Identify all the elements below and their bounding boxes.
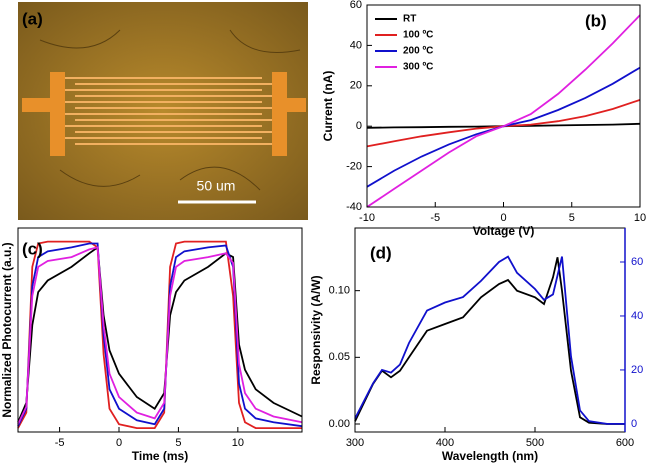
series-line — [17, 240, 302, 429]
legend-label: 300 ºC — [403, 62, 433, 73]
series-line — [366, 99, 641, 148]
cracks — [39, 29, 301, 191]
y-tick-label: 20 — [350, 80, 362, 92]
panel-label: (d) — [370, 243, 392, 262]
left-pad — [50, 72, 65, 156]
x-tick-label: 400 — [436, 437, 454, 449]
y-tick-label: 60 — [350, 0, 362, 11]
y-tick-label: -40 — [346, 201, 362, 213]
micrograph-background — [18, 2, 308, 220]
y-axis-label: Normalized Photocurrent (a.u.) — [0, 242, 14, 417]
x-tick-label: 300 — [346, 437, 364, 449]
legend-label: 200 ºC — [403, 46, 433, 57]
right-pad — [272, 72, 287, 156]
series-line — [17, 242, 303, 428]
plot-frame — [366, 4, 641, 208]
x-axis-label: Wavelength (nm) — [442, 449, 538, 463]
series-line — [17, 245, 303, 423]
micrograph: 50 um (a) — [18, 2, 308, 220]
series-line — [366, 14, 641, 208]
x-tick-label: 5 — [175, 437, 181, 449]
y2-tick-label: 60 — [631, 256, 643, 268]
y2-tick-label: 40 — [631, 310, 643, 322]
series-line — [354, 255, 625, 425]
y-tick-label: 40 — [350, 39, 362, 51]
y2-tick-label: 0 — [631, 418, 637, 430]
plot-frame — [17, 227, 303, 433]
y-tick-label: 0.05 — [329, 351, 350, 363]
x-tick-label: 0 — [500, 212, 506, 224]
y-tick-label: 0 — [356, 120, 362, 132]
y-tick-label: 0.10 — [329, 285, 350, 297]
x-tick-label: 600 — [616, 437, 634, 449]
right-tab — [285, 98, 306, 112]
y-axis-label: Responsivity (A/W) — [309, 275, 323, 384]
x-tick-label: -10 — [359, 212, 375, 224]
left-tab — [22, 98, 52, 112]
scale-bar-label: 50 um — [197, 178, 236, 194]
y-axis-label: Current (nA) — [321, 71, 335, 142]
x-tick-label: 5 — [569, 212, 575, 224]
x-tick-label: 0 — [116, 437, 122, 449]
y-tick-label: 0.00 — [329, 418, 350, 430]
x-tick-label: 10 — [634, 212, 646, 224]
panel-label: (b) — [585, 11, 607, 30]
y-tick-label: -20 — [346, 161, 362, 173]
y2-tick-label: 20 — [631, 364, 643, 376]
x-tick-label: 10 — [232, 437, 244, 449]
x-axis-label: Voltage (V) — [473, 224, 535, 238]
panel-label: (c) — [22, 239, 43, 258]
series-line — [354, 257, 625, 425]
fingers — [65, 77, 272, 145]
x-tick-label: -5 — [55, 437, 65, 449]
legend-label: RT — [403, 14, 416, 25]
legend-label: 100 ºC — [403, 30, 433, 41]
x-axis-label: Time (ms) — [132, 449, 188, 463]
x-tick-label: -5 — [430, 212, 440, 224]
panel-label: (a) — [22, 9, 43, 28]
series-line — [17, 246, 303, 425]
x-tick-label: 500 — [526, 437, 544, 449]
plot-frame — [354, 227, 626, 433]
